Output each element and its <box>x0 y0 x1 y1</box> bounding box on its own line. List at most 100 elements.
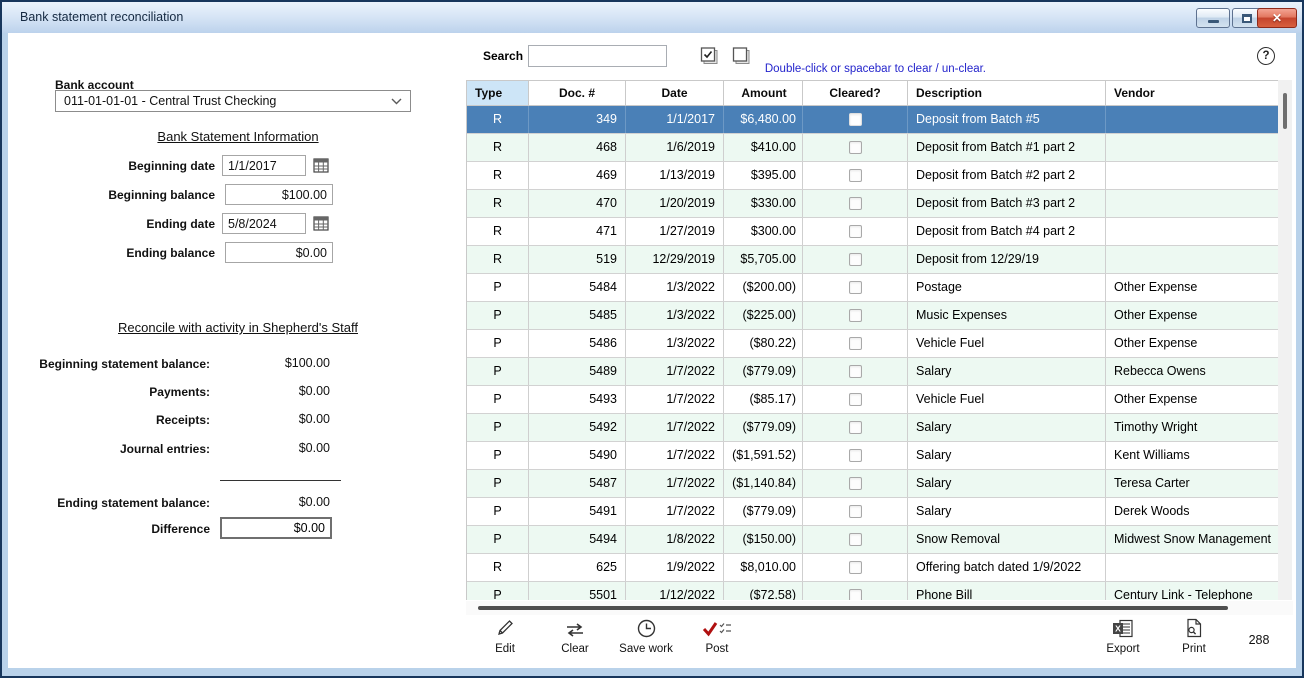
ending-balance-input[interactable] <box>225 242 333 263</box>
table-row[interactable]: P 5489 1/7/2022 ($779.09) Salary Rebecca Owen… <box>467 358 1278 386</box>
mark-all-cleared-button[interactable] <box>698 46 720 67</box>
beginning-date-calendar-button[interactable] <box>312 157 329 175</box>
column-header-type[interactable]: Type <box>467 81 529 105</box>
table-row[interactable]: P 5490 1/7/2022 ($1,591.52) Salary Kent Willi… <box>467 442 1278 470</box>
table-row[interactable]: P 5492 1/7/2022 ($779.09) Salary Timothy Wrig… <box>467 414 1278 442</box>
difference-label: Difference <box>151 522 210 536</box>
cell-date: 1/9/2022 <box>626 554 724 581</box>
cleared-checkbox[interactable] <box>848 225 862 238</box>
cell-doc: 469 <box>529 162 626 189</box>
table-row[interactable]: R 470 1/20/2019 $330.00 Deposit from Batch #… <box>467 190 1278 218</box>
chevron-down-icon <box>391 98 402 104</box>
horizontal-scrollbar-thumb[interactable] <box>478 606 1228 610</box>
cell-type: P <box>467 442 529 469</box>
cleared-checkbox[interactable] <box>848 365 862 378</box>
difference-field[interactable]: $0.00 <box>220 517 332 539</box>
column-header-vendor[interactable]: Vendor <box>1114 86 1155 100</box>
cleared-checkbox[interactable] <box>848 337 862 350</box>
column-header-doc[interactable]: Doc. # <box>529 81 626 105</box>
cell-doc: 5491 <box>529 498 626 525</box>
cleared-checkbox[interactable] <box>848 281 862 294</box>
clear-button[interactable]: Clear <box>538 616 612 662</box>
cell-date: 12/29/2019 <box>626 246 724 273</box>
cleared-checkbox[interactable] <box>848 561 862 574</box>
save-work-button[interactable]: Save work <box>609 616 683 662</box>
cell-amount: ($225.00) <box>724 302 803 329</box>
cleared-checkbox[interactable] <box>848 421 862 434</box>
cleared-checkbox[interactable] <box>848 197 862 210</box>
post-button[interactable]: Post <box>680 616 754 662</box>
print-button[interactable]: Print <box>1157 616 1231 662</box>
table-row[interactable]: R 469 1/13/2019 $395.00 Deposit from Batch #… <box>467 162 1278 190</box>
table-row[interactable]: P 5485 1/3/2022 ($225.00) Music Expenses Othe… <box>467 302 1278 330</box>
cell-cleared <box>803 386 908 413</box>
cleared-checkbox[interactable] <box>848 393 862 406</box>
ending-date-input[interactable] <box>222 213 306 234</box>
clock-icon <box>637 616 656 638</box>
edit-button[interactable]: Edit <box>468 616 542 662</box>
transactions-table: Type Doc. # Date Amount Cleared? Descrip… <box>466 80 1293 600</box>
column-header-date[interactable]: Date <box>626 81 724 105</box>
minimize-icon <box>1207 20 1219 23</box>
cleared-checkbox[interactable] <box>848 449 862 462</box>
cleared-checkbox[interactable] <box>848 169 862 182</box>
search-input[interactable] <box>528 45 667 67</box>
unmark-all-button[interactable] <box>730 46 752 67</box>
cell-amount: $8,010.00 <box>724 554 803 581</box>
table-row[interactable]: P 5494 1/8/2022 ($150.00) Snow Removal Midwes… <box>467 526 1278 554</box>
cell-description: Deposit from Batch #5 <box>908 106 1106 133</box>
cell-type: P <box>467 386 529 413</box>
minimize-button[interactable] <box>1196 8 1230 28</box>
ending-date-calendar-button[interactable] <box>312 215 329 233</box>
cell-doc: 470 <box>529 190 626 217</box>
reconcile-section-heading: Reconcile with activity in Shepherd's St… <box>118 320 358 335</box>
table-row[interactable]: P 5491 1/7/2022 ($779.09) Salary Derek Woods <box>467 498 1278 526</box>
table-body: R 349 1/1/2017 $6,480.00 Deposit from Batch … <box>467 106 1278 600</box>
cell-vendor: Teresa Carter <box>1114 476 1190 490</box>
cell-amount: $410.00 <box>724 134 803 161</box>
help-button[interactable]: ? <box>1257 47 1275 65</box>
cell-cleared <box>803 218 908 245</box>
cleared-checkbox[interactable] <box>848 253 862 266</box>
beginning-balance-input[interactable] <box>225 184 333 205</box>
table-row[interactable]: P 5493 1/7/2022 ($85.17) Vehicle Fuel Other E… <box>467 386 1278 414</box>
table-row[interactable]: P 5501 1/12/2022 ($72.58) Phone Bill Century … <box>467 582 1278 600</box>
cell-type: R <box>467 162 529 189</box>
cell-description: Vehicle Fuel <box>908 386 1106 413</box>
ending-date-label: Ending date <box>146 217 215 231</box>
horizontal-scrollbar[interactable] <box>466 601 1293 615</box>
column-header-description[interactable]: Description <box>908 81 1106 105</box>
cleared-checkbox[interactable] <box>848 309 862 322</box>
cell-type: P <box>467 470 529 497</box>
column-header-cleared[interactable]: Cleared? <box>803 81 908 105</box>
svg-text:X: X <box>1115 624 1121 634</box>
table-row[interactable]: R 471 1/27/2019 $300.00 Deposit from Batch #… <box>467 218 1278 246</box>
beginning-date-input[interactable] <box>222 155 306 176</box>
column-header-amount[interactable]: Amount <box>724 81 803 105</box>
export-button[interactable]: X Export <box>1086 616 1160 662</box>
post-check-icon <box>702 616 732 638</box>
cleared-checkbox[interactable] <box>848 141 862 154</box>
cleared-checkbox[interactable] <box>848 477 862 490</box>
table-row[interactable]: P 5486 1/3/2022 ($80.22) Vehicle Fuel Other E… <box>467 330 1278 358</box>
table-row[interactable]: R 468 1/6/2019 $410.00 Deposit from Batch #1… <box>467 134 1278 162</box>
table-row[interactable]: R 625 1/9/2022 $8,010.00 Offering batch date… <box>467 554 1278 582</box>
table-row[interactable]: P 5484 1/3/2022 ($200.00) Postage Other Expen… <box>467 274 1278 302</box>
cleared-checkbox[interactable] <box>848 589 862 600</box>
cell-type: R <box>467 246 529 273</box>
cleared-checkbox[interactable] <box>848 113 862 126</box>
table-row[interactable]: R 349 1/1/2017 $6,480.00 Deposit from Batch … <box>467 106 1278 134</box>
cleared-checkbox[interactable] <box>848 505 862 518</box>
close-button[interactable]: ✕ <box>1257 8 1297 28</box>
cell-description: Deposit from Batch #4 part 2 <box>908 218 1106 245</box>
cell-cleared <box>803 162 908 189</box>
bank-account-select[interactable]: 011-01-01-01 - Central Trust Checking <box>55 90 411 112</box>
vertical-scrollbar-thumb[interactable] <box>1283 93 1287 129</box>
cell-cleared <box>803 582 908 600</box>
cleared-checkbox[interactable] <box>848 533 862 546</box>
cell-vendor: Derek Woods <box>1114 504 1190 518</box>
vertical-scrollbar[interactable] <box>1278 80 1292 600</box>
table-row[interactable]: R 519 12/29/2019 $5,705.00 Deposit from 12/2… <box>467 246 1278 274</box>
payments-value: $0.00 <box>298 384 330 398</box>
table-row[interactable]: P 5487 1/7/2022 ($1,140.84) Salary Teresa Car… <box>467 470 1278 498</box>
